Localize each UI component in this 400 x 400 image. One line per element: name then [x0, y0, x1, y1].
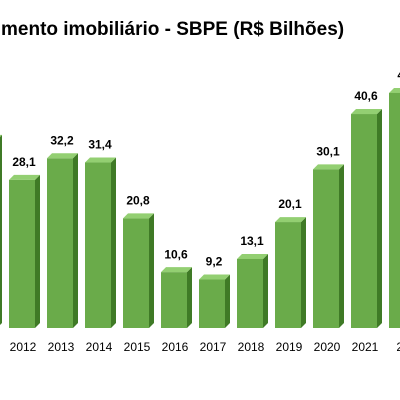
bar-top [199, 274, 230, 280]
x-tick-label: 2020 [314, 340, 341, 354]
value-label: 44 [397, 68, 400, 82]
bar [313, 169, 339, 328]
bar [237, 258, 263, 328]
value-label: 13,1 [240, 234, 264, 248]
value-label: 10,6 [164, 247, 188, 261]
bar-side [225, 274, 230, 328]
x-tick-label: 2013 [48, 340, 75, 354]
x-tick-label: 2015 [124, 340, 151, 354]
x-tick-label: 2017 [200, 340, 227, 354]
bar-top [389, 87, 400, 93]
bar-top [313, 164, 344, 170]
value-label: 31,4 [88, 138, 112, 152]
bar-top [9, 174, 40, 180]
x-tick-label: 2014 [86, 340, 113, 354]
bar-top [47, 153, 78, 159]
value-label: 32,2 [50, 133, 74, 147]
x-tick-label: 2016 [162, 340, 189, 354]
bar-top [351, 109, 382, 115]
bar [351, 114, 377, 329]
value-label: 20,8 [126, 194, 150, 208]
chart-title: mento imobiliário - SBPE (R$ Bilhões) [1, 19, 344, 40]
bar-top [275, 217, 306, 223]
bar-side [111, 157, 116, 328]
bar [47, 158, 73, 328]
bar-top [123, 213, 154, 219]
bar-side [377, 109, 382, 329]
value-label: 40,6 [354, 89, 378, 103]
x-tick-label: 2019 [276, 340, 303, 354]
value-label: 20,1 [278, 197, 302, 211]
value-label: 28,1 [12, 155, 36, 169]
bar-top [85, 157, 116, 163]
bar [123, 218, 149, 328]
x-tick-label: 2021 [352, 340, 379, 354]
x-tick-label: 20 [396, 340, 400, 354]
bar [161, 272, 187, 328]
bar-side [187, 267, 192, 328]
bar-side [301, 217, 306, 328]
x-tick-label: 2018 [238, 340, 265, 354]
bar-top [161, 267, 192, 273]
bar-side [339, 164, 344, 328]
bar [389, 92, 400, 328]
value-label: 30,1 [316, 145, 340, 159]
bar-side [35, 174, 40, 328]
x-tick-label: 2012 [10, 340, 37, 354]
bar-side [73, 153, 78, 328]
bar [85, 162, 111, 328]
bar-side [149, 213, 154, 328]
bar-side [0, 134, 2, 325]
bar [199, 279, 225, 328]
bar [9, 179, 35, 328]
bar-top [0, 134, 2, 137]
value-label: 9,2 [206, 255, 223, 269]
bar [275, 222, 301, 328]
bar-top [237, 253, 268, 259]
bar-side [263, 253, 268, 328]
